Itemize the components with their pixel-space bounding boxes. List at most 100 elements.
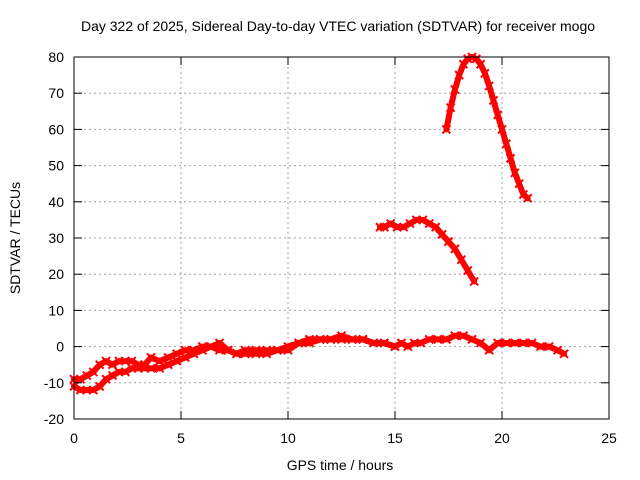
data-point bbox=[398, 222, 409, 232]
data-point bbox=[535, 341, 546, 352]
data-point bbox=[336, 331, 347, 341]
data-point bbox=[206, 341, 216, 352]
data-point bbox=[475, 338, 486, 348]
data-point bbox=[223, 345, 233, 355]
data-point bbox=[493, 338, 503, 348]
x-tick-label: 5 bbox=[177, 430, 185, 446]
x-tick-label: 25 bbox=[601, 430, 617, 446]
data-point bbox=[315, 334, 325, 345]
data-point bbox=[197, 345, 208, 355]
data-layer bbox=[69, 52, 569, 395]
x-tick-label: 0 bbox=[70, 430, 78, 446]
data-point bbox=[493, 110, 503, 120]
data-point bbox=[454, 70, 464, 80]
data-point bbox=[180, 352, 190, 363]
y-tick-label: 30 bbox=[48, 230, 64, 246]
data-point bbox=[379, 222, 390, 232]
data-point bbox=[458, 331, 469, 341]
x-tick-label: 15 bbox=[387, 430, 403, 446]
y-tick-label: 10 bbox=[48, 302, 64, 318]
x-tick-label: 10 bbox=[280, 430, 296, 446]
x-axis-label: GPS time / hours bbox=[287, 457, 394, 473]
data-point bbox=[75, 374, 86, 384]
data-point bbox=[518, 338, 529, 348]
y-tick-label: 50 bbox=[48, 158, 64, 174]
data-point bbox=[94, 381, 105, 392]
data-point bbox=[386, 218, 396, 229]
data-point bbox=[501, 139, 511, 149]
data-point bbox=[154, 363, 165, 374]
y-axis-label: SDTVAR / TECUs bbox=[7, 182, 23, 294]
y-tick-label: 20 bbox=[48, 266, 64, 282]
y-tick-label: 80 bbox=[48, 49, 64, 65]
data-point bbox=[505, 153, 516, 164]
data-point bbox=[163, 359, 173, 370]
data-point bbox=[522, 193, 533, 203]
data-point bbox=[430, 222, 441, 232]
data-point bbox=[424, 334, 434, 345]
data-point bbox=[527, 338, 537, 348]
data-point bbox=[293, 338, 304, 348]
data-point bbox=[463, 265, 473, 276]
data-point bbox=[480, 68, 490, 78]
data-point bbox=[441, 124, 452, 135]
data-point bbox=[510, 338, 520, 348]
data-point bbox=[405, 218, 415, 229]
tick-layer: -20 -10 0 10 20 30 40 50 60 70 80 0 5 10 15 20 25 bbox=[44, 49, 617, 446]
data-point bbox=[484, 345, 494, 355]
data-point bbox=[172, 349, 182, 359]
data-point bbox=[358, 334, 368, 345]
data-point bbox=[484, 81, 494, 91]
data-point bbox=[441, 334, 452, 345]
data-point bbox=[497, 124, 507, 135]
data-point bbox=[469, 276, 479, 287]
data-point bbox=[101, 356, 111, 366]
data-point bbox=[475, 59, 486, 69]
data-point bbox=[559, 349, 569, 359]
series-line bbox=[443, 54, 531, 202]
data-point bbox=[418, 215, 428, 225]
data-point bbox=[101, 374, 111, 384]
y-tick-label: 40 bbox=[48, 194, 64, 210]
data-point bbox=[261, 349, 272, 359]
data-point bbox=[146, 352, 156, 363]
data-point bbox=[379, 338, 390, 348]
data-point bbox=[172, 356, 182, 366]
data-point bbox=[272, 345, 283, 355]
data-point bbox=[467, 334, 477, 345]
data-point bbox=[396, 338, 407, 348]
data-point bbox=[94, 359, 105, 370]
data-point bbox=[390, 341, 400, 352]
data-point bbox=[368, 338, 379, 348]
data-point bbox=[180, 345, 190, 355]
data-point bbox=[326, 334, 336, 345]
y-tick-label: 0 bbox=[56, 339, 64, 355]
data-point bbox=[88, 367, 98, 377]
data-point bbox=[251, 349, 261, 359]
data-point bbox=[283, 341, 293, 352]
data-point bbox=[501, 338, 511, 348]
y-tick-label: 70 bbox=[48, 85, 64, 101]
data-point bbox=[82, 370, 92, 381]
data-point bbox=[107, 359, 118, 370]
data-point bbox=[552, 345, 563, 355]
data-point bbox=[347, 334, 357, 345]
data-point bbox=[424, 218, 434, 229]
y-tick-label: 60 bbox=[48, 121, 64, 137]
data-point bbox=[443, 236, 454, 247]
data-point bbox=[456, 255, 467, 265]
data-point bbox=[231, 349, 242, 359]
data-point bbox=[154, 356, 165, 366]
y-tick-label: -10 bbox=[44, 375, 64, 391]
data-point bbox=[510, 168, 520, 178]
data-point bbox=[146, 363, 156, 374]
data-point bbox=[107, 370, 118, 381]
data-point bbox=[304, 338, 315, 348]
y-tick-label: -20 bbox=[44, 411, 64, 427]
data-point bbox=[445, 102, 456, 113]
data-point bbox=[189, 349, 199, 359]
data-point bbox=[214, 338, 225, 348]
series-upper-arc bbox=[441, 52, 533, 203]
data-point bbox=[415, 338, 426, 348]
